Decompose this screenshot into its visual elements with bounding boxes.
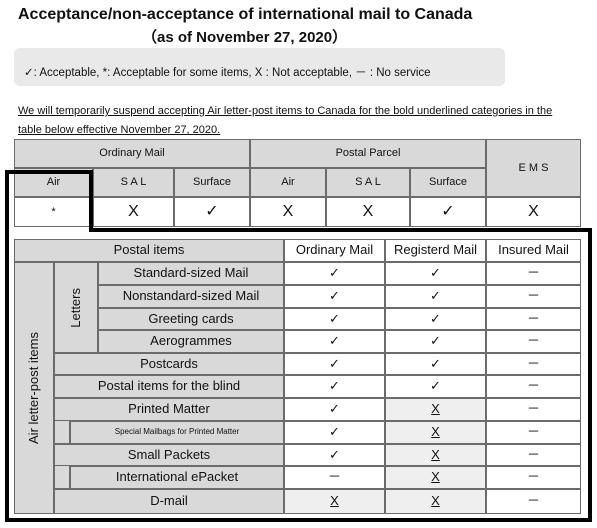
header-ordinary-sal: S A L bbox=[93, 168, 174, 197]
page-title: Acceptance/non-acceptance of internation… bbox=[18, 6, 473, 23]
cell-ordinary: ✓ bbox=[284, 330, 385, 353]
cell-insured: － bbox=[486, 398, 581, 421]
cell-ordinary: ✓ bbox=[284, 375, 385, 398]
header-ordinary-air: Air bbox=[14, 168, 93, 197]
cell-ordinary: ✓ bbox=[284, 398, 385, 421]
cell-insured: － bbox=[486, 353, 581, 375]
value-ems: X bbox=[486, 197, 581, 227]
legend-text: ✓: Acceptable, *: Acceptable for some it… bbox=[24, 67, 431, 79]
cell-insured: － bbox=[486, 444, 581, 466]
cell-registered-suspended: X bbox=[385, 444, 486, 466]
cell-insured: － bbox=[486, 308, 581, 330]
air-letter-post-items-text: Air letter-post items bbox=[25, 332, 41, 444]
row-name: Nonstandard-sized Mail bbox=[98, 285, 284, 308]
row-name: D-mail bbox=[54, 489, 284, 514]
cell-ordinary: ✓ bbox=[284, 285, 385, 308]
letters-label: Letters bbox=[54, 262, 98, 353]
row-name: Postcards bbox=[54, 353, 284, 375]
air-letter-post-items-label: Air letter-post items bbox=[14, 262, 54, 514]
legend-box: ✓: Acceptable, *: Acceptable for some it… bbox=[14, 48, 505, 86]
cell-registered: ✓ bbox=[385, 353, 486, 375]
cell-registered-suspended: X bbox=[385, 398, 486, 421]
row-name: Greeting cards bbox=[98, 308, 284, 330]
cell-ordinary: ✓ bbox=[284, 262, 385, 285]
header-ems: E M S bbox=[486, 139, 581, 197]
page-subtitle: （as of November 27, 2020） bbox=[142, 29, 348, 46]
header-ordinary-mail: Ordinary Mail bbox=[14, 139, 250, 168]
cell-ordinary: ✓ bbox=[284, 421, 385, 444]
cell-ordinary: ✓ bbox=[284, 353, 385, 375]
header-ordinary-mail-col: Ordinary Mail bbox=[284, 239, 385, 262]
cell-ordinary: － bbox=[284, 466, 385, 489]
cell-registered: ✓ bbox=[385, 262, 486, 285]
notice-line-2: table below effective November 27, 2020. bbox=[18, 124, 221, 136]
cell-insured: － bbox=[486, 489, 581, 514]
cell-insured: － bbox=[486, 330, 581, 353]
header-insured-mail-col: Insured Mail bbox=[486, 239, 581, 262]
notice-line-1: We will temporarily suspend accepting Ai… bbox=[18, 105, 553, 117]
value-parcel-sal: X bbox=[326, 197, 410, 227]
cell-registered-suspended: X bbox=[385, 489, 486, 514]
cell-registered: ✓ bbox=[385, 330, 486, 353]
cell-registered: ✓ bbox=[385, 308, 486, 330]
cell-insured: － bbox=[486, 375, 581, 398]
cell-ordinary: ✓ bbox=[284, 308, 385, 330]
cell-registered: ✓ bbox=[385, 375, 486, 398]
row-name: Standard-sized Mail bbox=[98, 262, 284, 285]
header-parcel-surface: Surface bbox=[410, 168, 486, 197]
cell-insured: － bbox=[486, 466, 581, 489]
value-ordinary-surface: ✓ bbox=[174, 197, 250, 227]
value-parcel-surface: ✓ bbox=[410, 197, 486, 227]
cell-insured: － bbox=[486, 421, 581, 444]
header-registered-mail-col: Registerd Mail bbox=[385, 239, 486, 262]
cell-insured: － bbox=[486, 285, 581, 308]
value-parcel-air: X bbox=[250, 197, 326, 227]
value-ordinary-sal: X bbox=[93, 197, 174, 227]
row-name: Small Packets bbox=[54, 444, 284, 466]
cell-registered-suspended: X bbox=[385, 421, 486, 444]
cell-insured: － bbox=[486, 262, 581, 285]
header-postal-items: Postal items bbox=[14, 239, 284, 262]
cell-ordinary: ✓ bbox=[284, 444, 385, 466]
header-ordinary-surface: Surface bbox=[174, 168, 250, 197]
letters-text: Letters bbox=[67, 287, 83, 328]
row-name: International ePacket bbox=[70, 466, 284, 489]
value-ordinary-air: * bbox=[14, 197, 93, 227]
header-parcel-sal: S A L bbox=[326, 168, 410, 197]
row-name: Special Mailbags for Printed Matter bbox=[70, 421, 284, 444]
cell-registered: ✓ bbox=[385, 285, 486, 308]
header-parcel-air: Air bbox=[250, 168, 326, 197]
row-name: Printed Matter bbox=[54, 398, 284, 421]
row-name: Aerogrammes bbox=[98, 330, 284, 353]
cell-ordinary-suspended: X bbox=[284, 489, 385, 514]
header-postal-parcel: Postal Parcel bbox=[250, 139, 486, 168]
cell-registered-suspended: X bbox=[385, 466, 486, 489]
row-name: Postal items for the blind bbox=[54, 375, 284, 398]
